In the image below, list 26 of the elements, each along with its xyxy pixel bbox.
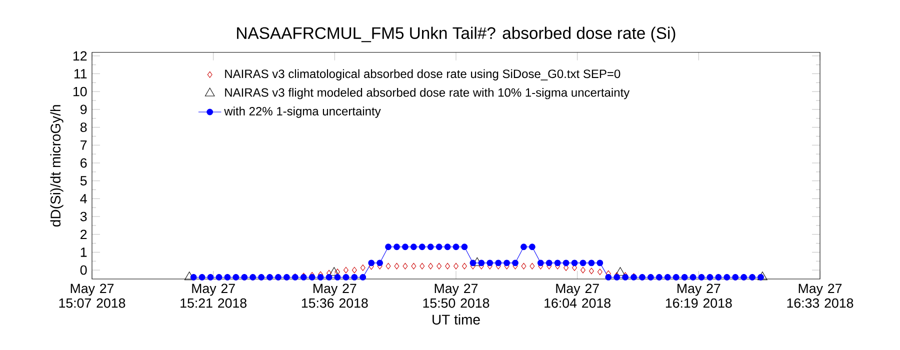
y-tick-label: 9 [80,104,87,114]
y-tick-label: 8 [80,122,87,132]
y-tick-label: 12 [73,51,87,61]
y-tick-label: 0 [80,265,87,275]
y-tick-label: 10 [73,86,87,96]
y-axis-title: dD(Si)/dt microGy/h [50,105,64,227]
legend-label: NAIRAS v3 climatological absorbed dose rate using SiDose_G0.txt SEP=0 [225,69,620,80]
x-tick-label: May 27 15:36 2018 [302,284,368,308]
y-tick-label: 4 [80,194,87,204]
y-tick-label: 11 [74,69,87,78]
y-tick-label: 7 [80,140,87,150]
x-tick-label: May 27 15:50 2018 [423,284,490,308]
x-tick-label: May 27 15:21 2018 [180,284,246,308]
x-tick-label: May 27 16:19 2018 [666,284,732,308]
x-tick-label: May 27 16:04 2018 [544,284,610,308]
legend-label: NAIRAS v3 flight modeled absorbed dose rate with 10% 1-sigma uncertainty [225,88,630,100]
x-tick-label: May 27 16:33 2018 [787,284,854,308]
chart-title: NASAAFRCMUL_FM5 Unkn Tail#? absorbed dose rate (Si) [237,26,676,42]
x-axis-title: UT time [432,314,480,325]
legend-label: with 22% 1-sigma uncertainty [224,106,381,118]
x-tick-label: May 27 15:07 2018 [59,284,126,308]
y-tick-label: 3 [80,212,87,222]
y-tick-label: 1 [80,248,87,257]
y-tick-label: 5 [80,176,87,186]
y-tick-label: 6 [80,158,87,168]
y-tick-label: 2 [80,230,87,240]
